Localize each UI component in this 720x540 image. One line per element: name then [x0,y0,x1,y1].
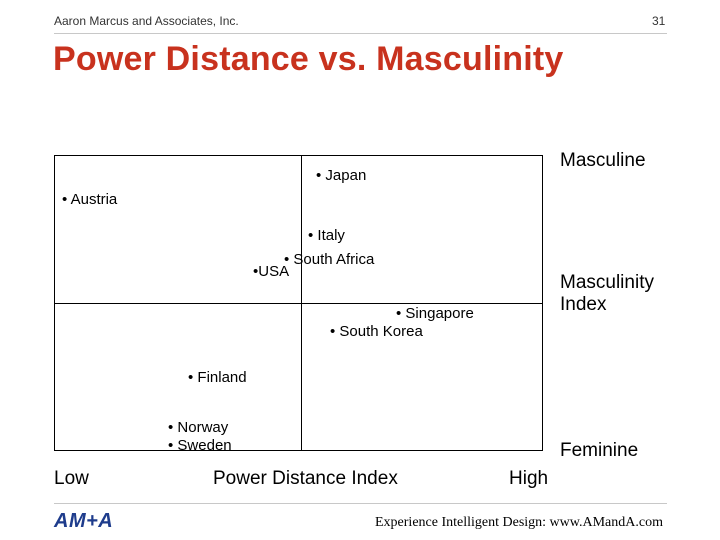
country-italy: • Italy [308,227,345,244]
label-masculine: Masculine [560,150,646,171]
label-low: Low [54,468,89,489]
label-feminine: Feminine [560,440,639,461]
horizontal-divider [54,303,543,304]
country-usa: •USA [253,263,290,280]
country-sweden: • Sweden [168,437,232,454]
country-austria: • Austria [62,191,118,208]
country-norway: • Norway [168,419,229,436]
country-japan: • Japan [316,167,367,184]
label-index: Index [560,294,607,315]
country-south-africa: • South Africa [284,251,375,268]
country-singapore: • Singapore [396,305,474,322]
country-finland: • Finland [188,369,247,386]
country-south-korea: • South Korea [330,323,423,340]
footer-divider [54,503,667,504]
ama-logo: AM+A [54,510,114,532]
slide-title: Power Distance vs. Masculinity [53,40,564,78]
label-high: High [509,468,549,489]
company-name: Aaron Marcus and Associates, Inc. [54,14,239,28]
label-masculinity: Masculinity [560,272,654,293]
label-power-distance-index: Power Distance Index [213,468,398,489]
page-number: 31 [652,14,666,28]
footer-tagline: Experience Intelligent Design: www.AMand… [375,515,663,530]
header-divider [54,33,667,34]
